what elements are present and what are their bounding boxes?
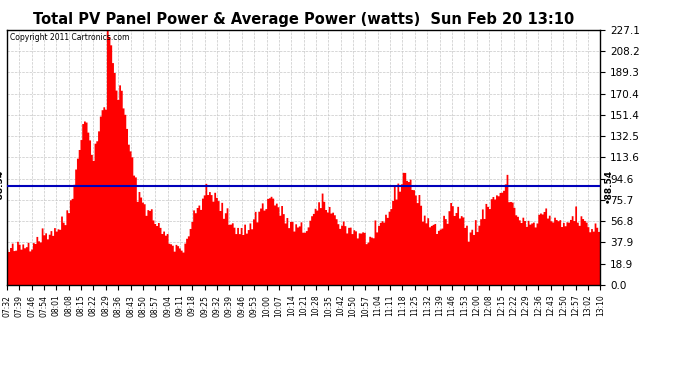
Text: Copyright 2011 Cartronics.com: Copyright 2011 Cartronics.com [10, 33, 129, 42]
Text: •88.54: •88.54 [604, 168, 613, 202]
Text: •88.54: •88.54 [0, 168, 3, 202]
Title: Total PV Panel Power & Average Power (watts)  Sun Feb 20 13:10: Total PV Panel Power & Average Power (wa… [33, 12, 574, 27]
